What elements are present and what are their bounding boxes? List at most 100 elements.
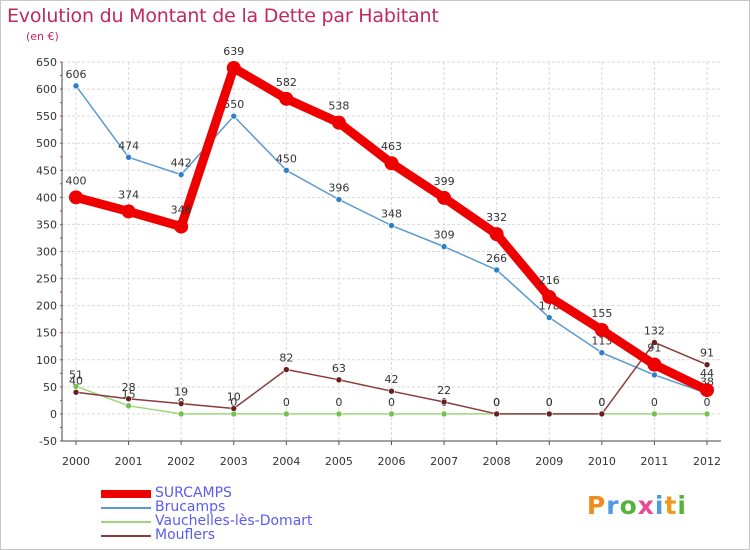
data-label-surcamps: 538 [328, 100, 349, 113]
data-point-brucamps [651, 371, 658, 379]
data-point-surcamps [489, 227, 504, 242]
data-label-brucamps: 266 [486, 252, 507, 265]
data-point-vauchelles-l-s-domart [283, 410, 290, 418]
data-label-mouflers: 10 [227, 391, 241, 404]
data-point-vauchelles-l-s-domart [125, 402, 132, 410]
data-label-brucamps: 606 [66, 68, 87, 81]
x-tick-label: 2003 [220, 455, 248, 468]
data-point-vauchelles-l-s-domart [440, 410, 448, 418]
y-tick-label: 650 [36, 56, 57, 69]
data-label-vauchelles-l-s-domart: 0 [335, 396, 342, 409]
data-point-surcamps [384, 156, 399, 171]
data-point-vauchelles-l-s-domart [177, 410, 185, 418]
data-label-surcamps: 400 [66, 174, 87, 187]
x-tick-label: 2011 [640, 455, 668, 468]
x-tick-label: 2001 [115, 455, 143, 468]
data-label-mouflers: 63 [332, 362, 346, 375]
x-tick-label: 2010 [588, 455, 616, 468]
data-label-surcamps: 639 [223, 45, 244, 58]
x-tick-label: 2009 [535, 455, 563, 468]
brand-logo: Proxiti [587, 491, 687, 520]
data-label-surcamps: 346 [171, 204, 192, 217]
data-point-surcamps [279, 91, 294, 106]
legend-swatch-vauchelles [101, 521, 151, 523]
x-tick-label: 2000 [62, 455, 90, 468]
data-point-brucamps [177, 171, 185, 178]
y-tick-label: 300 [36, 246, 57, 259]
data-point-surcamps [542, 289, 557, 304]
legend-label: Brucamps [155, 499, 226, 515]
data-point-mouflers [545, 410, 553, 418]
brand-letter: t [664, 491, 678, 520]
data-point-brucamps [493, 266, 500, 274]
legend-swatch-brucamps [101, 507, 151, 509]
data-point-mouflers [388, 387, 395, 395]
brand-letter: x [637, 491, 655, 520]
data-point-surcamps [594, 323, 609, 338]
data-label-brucamps: 442 [171, 157, 192, 170]
y-tick-label: -50 [39, 435, 57, 448]
data-point-surcamps [121, 204, 136, 219]
data-point-mouflers [177, 400, 185, 407]
y-tick-label: 600 [36, 83, 57, 96]
data-label-surcamps: 216 [539, 274, 560, 287]
data-label-brucamps: 396 [328, 182, 349, 195]
y-tick-label: 100 [36, 354, 57, 367]
data-point-brucamps [545, 314, 553, 321]
x-tick-label: 2005 [325, 455, 353, 468]
data-label-mouflers: 42 [385, 373, 399, 386]
data-point-brucamps [283, 166, 290, 174]
data-point-brucamps [388, 222, 395, 229]
brand-letter: o [619, 491, 638, 520]
data-point-mouflers [440, 398, 448, 406]
data-point-vauchelles-l-s-domart [335, 410, 343, 418]
data-point-surcamps [174, 219, 189, 234]
data-label-vauchelles-l-s-domart: 0 [283, 396, 290, 409]
x-tick-label: 2004 [272, 455, 300, 468]
data-label-mouflers: 0 [546, 396, 553, 409]
data-label-vauchelles-l-s-domart: 0 [230, 396, 237, 409]
data-point-brucamps [125, 153, 132, 161]
data-point-brucamps [335, 196, 343, 203]
brand-letter: i [654, 491, 665, 520]
data-point-surcamps [331, 115, 346, 130]
data-point-surcamps [69, 190, 83, 205]
data-label-surcamps: 399 [434, 175, 455, 188]
data-label-surcamps: 463 [381, 140, 402, 153]
data-point-mouflers [230, 405, 238, 412]
y-tick-label: 500 [36, 137, 57, 150]
data-label-surcamps: 582 [276, 76, 297, 89]
x-tick-label: 2006 [378, 455, 406, 468]
y-tick-label: 350 [36, 218, 57, 231]
data-label-brucamps: 474 [118, 139, 139, 152]
data-label-surcamps: 332 [486, 211, 507, 224]
x-tick-label: 2008 [483, 455, 511, 468]
data-label-brucamps: 550 [223, 98, 244, 111]
data-point-mouflers [493, 410, 500, 418]
legend-swatch-surcamps [101, 490, 151, 498]
x-tick-label: 2012 [693, 455, 721, 468]
data-label-mouflers: 132 [644, 324, 665, 337]
data-point-vauchelles-l-s-domart [651, 410, 658, 418]
data-label-surcamps: 374 [118, 188, 139, 201]
data-label-mouflers: 91 [700, 347, 714, 360]
data-label-mouflers: 82 [279, 352, 293, 365]
data-point-mouflers [125, 395, 132, 403]
data-label-vauchelles-l-s-domart: 0 [704, 396, 711, 409]
data-point-mouflers [651, 339, 658, 346]
unit-label: (en €) [26, 30, 59, 43]
y-tick-label: 550 [36, 110, 57, 123]
data-point-vauchelles-l-s-domart [388, 410, 395, 418]
data-point-surcamps [700, 383, 714, 398]
data-label-brucamps: 309 [434, 229, 455, 242]
data-label-vauchelles-l-s-domart: 0 [651, 396, 658, 409]
data-point-brucamps [598, 349, 606, 357]
data-label-mouflers: 40 [69, 374, 83, 387]
data-point-surcamps [647, 357, 662, 372]
data-label-surcamps: 44 [700, 367, 714, 380]
data-label-brucamps: 348 [381, 208, 402, 221]
data-label-vauchelles-l-s-domart: 0 [598, 396, 605, 409]
legend-label: SURCAMPS [155, 485, 232, 501]
